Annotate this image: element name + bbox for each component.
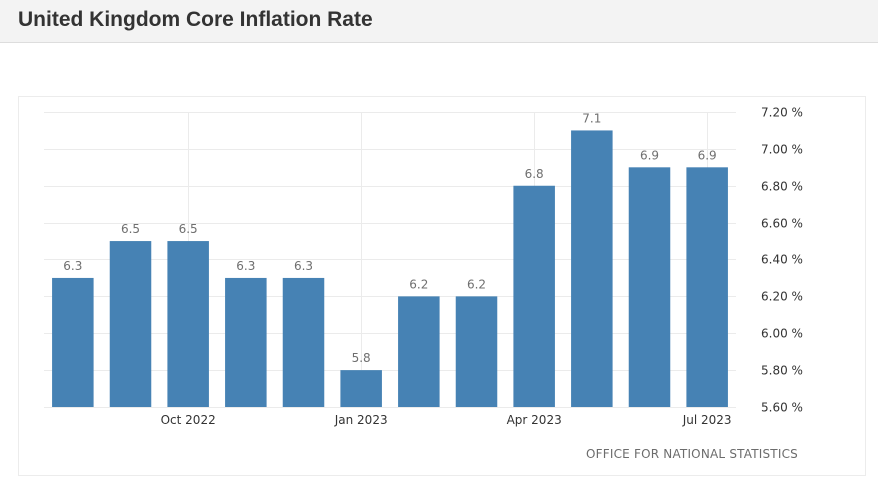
bar-data-label: 6.5 [121,222,140,236]
bar[interactable] [455,296,498,407]
bar-data-label: 6.9 [640,148,659,162]
x-tick-label: Jul 2023 [682,413,732,427]
bar-data-label: 7.1 [582,111,601,125]
bar-data-label: 6.3 [294,259,313,273]
bar[interactable] [513,185,555,407]
x-tick-label: Apr 2023 [507,413,562,427]
chart-grid [44,112,736,408]
bar-data-label: 6.8 [525,167,544,181]
bar[interactable] [225,277,267,407]
y-tick-label: 6.80 % [761,180,803,194]
bar[interactable] [571,130,613,407]
y-tick-label: 5.80 % [761,364,803,378]
y-tick-label: 6.00 % [761,327,803,341]
y-tick-label: 7.00 % [761,143,803,157]
y-tick-label: 6.20 % [761,290,803,304]
bar[interactable] [282,277,325,407]
chart-panel [18,96,866,476]
bar-data-label: 6.3 [63,259,82,273]
source-label: OFFICE FOR NATIONAL STATISTICS [586,447,798,461]
bar[interactable] [686,167,728,407]
page-title: United Kingdom Core Inflation Rate [18,8,373,31]
bar[interactable] [628,167,671,407]
y-tick-label: 5.60 % [761,401,803,415]
bar-data-label: 6.9 [698,148,717,162]
bar[interactable] [109,241,152,407]
chart-y-axis: 5.60 % 5.80 % 6.00 % 6.20 % 6.40 % 6.60 % 6.80… [761,106,803,415]
chart-x-axis: Oct 2022 Jan 2023 Apr 2023 Jul 2023 [161,413,732,427]
x-tick-label: Jan 2023 [334,413,388,427]
bar-data-label: 5.8 [352,351,371,365]
bar[interactable] [167,241,209,407]
page-header: United Kingdom Core Inflation Rate [0,0,878,43]
y-tick-label: 6.60 % [761,217,803,231]
y-tick-label: 7.20 % [761,106,803,120]
chart-data-labels: 6.3 6.5 6.5 6.3 6.3 5.8 6.2 6.2 6.8 7.1 6.9 6.9 [63,111,716,365]
y-tick-label: 6.40 % [761,253,803,267]
bar-data-label: 6.5 [179,222,198,236]
chart-bars [52,130,728,407]
bar-data-label: 6.2 [409,277,428,291]
x-tick-label: Oct 2022 [161,413,216,427]
bar-data-label: 6.2 [467,277,486,291]
bar[interactable] [398,296,440,407]
bar-data-label: 6.3 [236,259,255,273]
bar[interactable] [52,277,94,407]
bar[interactable] [340,370,382,407]
